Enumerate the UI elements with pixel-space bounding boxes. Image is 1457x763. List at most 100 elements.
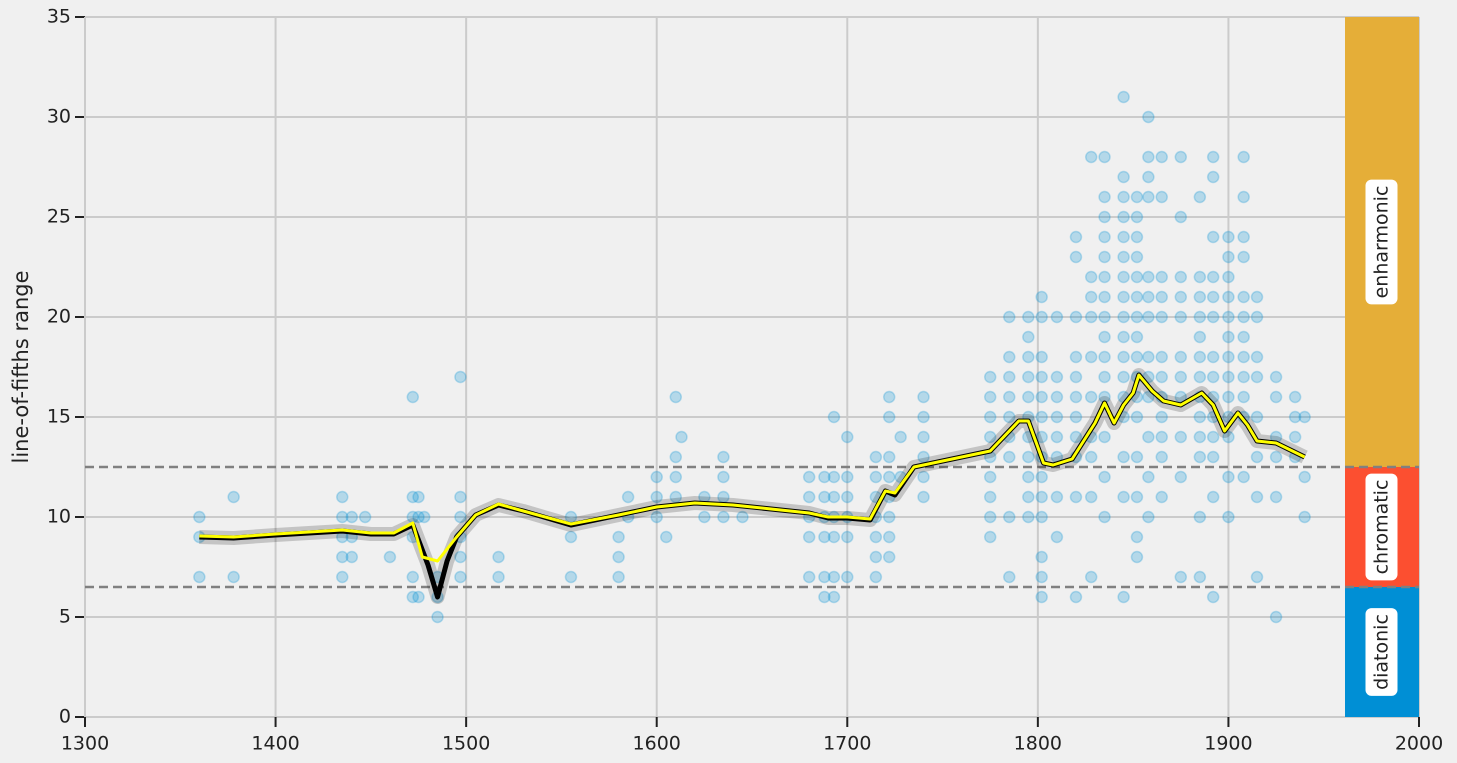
scatter-point: [454, 570, 467, 584]
scatter-point: [1206, 430, 1220, 444]
scatter-point: [1022, 450, 1035, 464]
scatter-point: [1117, 270, 1130, 284]
scatter-point: [412, 510, 425, 524]
scatter-point: [1250, 410, 1264, 424]
scatter-point: [1142, 170, 1155, 184]
scatter-point: [1084, 390, 1098, 404]
scatter-point: [1050, 490, 1064, 504]
scatter-point: [1050, 430, 1064, 444]
scatter-point: [1237, 230, 1250, 244]
scatter-point: [827, 530, 841, 544]
scatter-point: [1222, 350, 1235, 364]
scatter-point: [1206, 350, 1220, 364]
scatter-point: [1174, 270, 1188, 284]
region-label-box: [1365, 608, 1398, 696]
line: [199, 373, 1306, 563]
scatter-point: [1098, 190, 1111, 204]
scatter-point: [1130, 230, 1144, 244]
scatter-point: [1206, 270, 1220, 284]
y-tick-label: 0: [59, 706, 71, 728]
scatter-point: [736, 510, 749, 524]
scatter-point: [1142, 150, 1155, 164]
scatter-point: [1130, 530, 1144, 544]
scatter-point: [1237, 350, 1250, 364]
scatter-point: [1222, 370, 1235, 384]
scatter-point: [818, 570, 831, 584]
scatter-point: [1069, 390, 1083, 404]
scatter-point: [917, 410, 930, 424]
scatter-point: [650, 470, 663, 484]
scatter-point: [1117, 90, 1130, 104]
scatter-point: [1174, 210, 1188, 224]
scatter-point: [1098, 210, 1111, 224]
scatter-point: [1035, 570, 1048, 584]
scatter-point: [1130, 450, 1144, 464]
scatter-point: [1174, 310, 1188, 324]
scatter-point: [841, 570, 854, 584]
scatter-point: [1003, 370, 1016, 384]
region-label-group: diatonic: [1365, 608, 1398, 696]
scatter-point: [1022, 370, 1035, 384]
scatter-point: [882, 390, 896, 404]
scatter-point: [1098, 470, 1111, 484]
scatter-point: [412, 590, 425, 604]
scatter-point: [1250, 570, 1264, 584]
region-label: diatonic: [1371, 614, 1393, 690]
scatter-point: [1022, 390, 1035, 404]
scatter-point: [1035, 510, 1048, 524]
scatter-point: [1069, 430, 1083, 444]
scatter-point: [1206, 230, 1220, 244]
scatter-point: [358, 510, 372, 524]
scatter-point: [454, 370, 467, 384]
scatter-point: [841, 470, 854, 484]
scatter-point: [1117, 230, 1130, 244]
scatter-point: [1206, 310, 1220, 324]
scatter-point: [1193, 270, 1207, 284]
scatter-point: [1193, 510, 1207, 524]
scatter-point: [1069, 410, 1083, 424]
scatter-point: [1130, 490, 1144, 504]
scatter-point: [1206, 450, 1220, 464]
scatter-point: [1117, 290, 1130, 304]
scatter-point: [1222, 310, 1235, 324]
scatter-point: [1250, 370, 1264, 384]
scatter-point: [1117, 370, 1130, 384]
scatter-point: [1098, 330, 1111, 344]
scatter-point: [1174, 370, 1188, 384]
scatter-point: [1117, 210, 1130, 224]
scatter-point: [1050, 370, 1064, 384]
scatter-point: [869, 470, 883, 484]
scatter-point: [1155, 410, 1168, 424]
scatter-point: [383, 550, 397, 564]
scatter-point: [454, 550, 467, 564]
x-tick-label: 2000: [1395, 733, 1443, 755]
x-tick-label: 1500: [442, 733, 490, 755]
scatter-point: [841, 490, 854, 504]
scatter-point: [1069, 370, 1083, 384]
scatter-point: [717, 450, 730, 464]
scatter-point: [1288, 410, 1302, 424]
scatter-point: [1237, 250, 1250, 264]
scatter-point: [492, 550, 505, 564]
scatter-point: [1142, 430, 1155, 444]
scatter-point: [1298, 510, 1311, 524]
scatter-point: [412, 490, 425, 504]
y-tick-label: 15: [47, 406, 71, 428]
scatter-point: [193, 510, 206, 524]
scatter-point: [1142, 270, 1155, 284]
scatter-point: [1237, 190, 1250, 204]
scatter-point: [1035, 590, 1048, 604]
y-tick-label: 5: [59, 606, 71, 628]
scatter-point: [492, 570, 505, 584]
region-label-group: enharmonic: [1365, 179, 1398, 305]
scatter-point: [1084, 310, 1098, 324]
scatter-point: [1222, 430, 1235, 444]
scatter-point: [1142, 190, 1155, 204]
scatter-point: [1035, 470, 1048, 484]
scatter-point: [650, 510, 663, 524]
scatter-point: [1193, 350, 1207, 364]
scatter-point: [1130, 250, 1144, 264]
scatter-point: [336, 550, 349, 564]
scatter-point: [1069, 230, 1083, 244]
scatter-point: [193, 570, 206, 584]
